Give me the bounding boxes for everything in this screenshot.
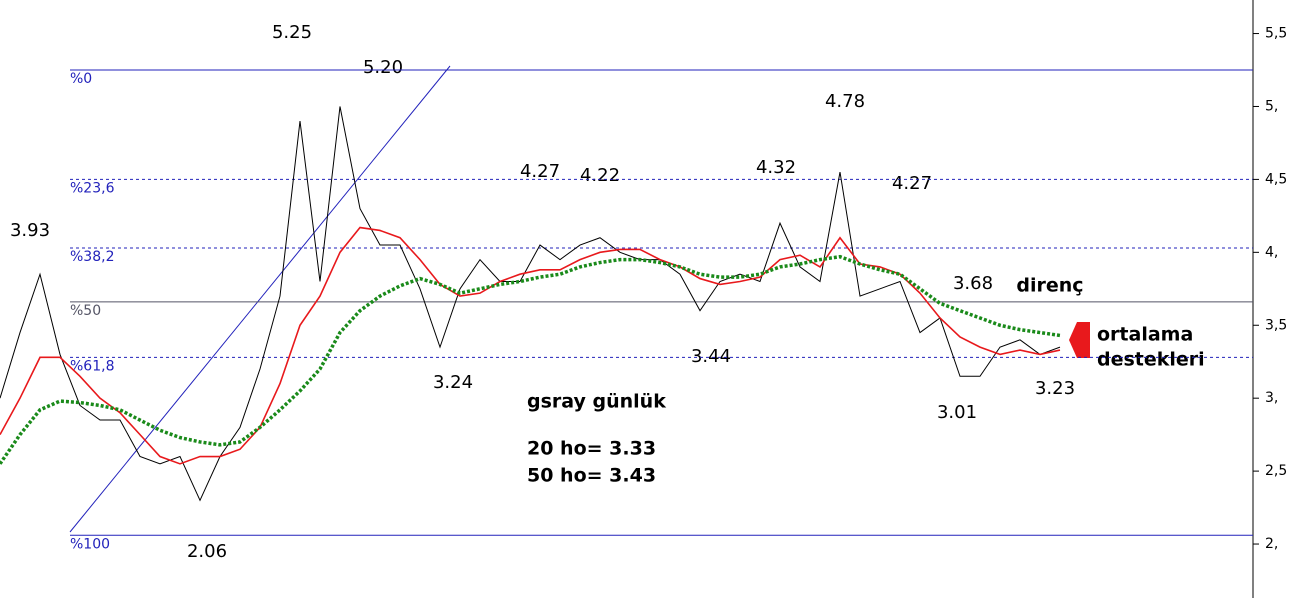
annotation: 3.68 xyxy=(953,273,993,294)
fib-label: %38,2 xyxy=(70,249,114,265)
annotation: 3.24 xyxy=(433,372,473,393)
annotation: 4.27 xyxy=(892,173,932,194)
annotation: 2.06 xyxy=(187,541,227,562)
y-tick-label: 3,5 xyxy=(1265,317,1287,333)
annotation: ortalama xyxy=(1097,324,1193,346)
annotation: 4.78 xyxy=(825,91,865,112)
annotation: 5.20 xyxy=(363,57,403,78)
fib-label: %0 xyxy=(70,71,92,87)
annotation: destekleri xyxy=(1097,349,1205,371)
y-tick-label: 5, xyxy=(1265,98,1278,114)
y-tick-label: 2,5 xyxy=(1265,463,1287,479)
annotation: 4.22 xyxy=(580,165,620,186)
annotation: 50 ho= 3.43 xyxy=(527,465,656,487)
y-tick-label: 4,5 xyxy=(1265,171,1287,187)
annotation: gsray günlük xyxy=(527,391,666,413)
y-tick-label: 2, xyxy=(1265,536,1278,552)
annotation: 3.93 xyxy=(10,220,50,241)
fib-label: %100 xyxy=(70,536,110,552)
fib-label: %23,6 xyxy=(70,180,115,196)
annotation: 20 ho= 3.33 xyxy=(527,438,656,460)
trend-line xyxy=(69,65,451,533)
y-tick-label: 4, xyxy=(1265,244,1278,260)
annotation: 3.01 xyxy=(937,402,977,423)
annotation: direnç xyxy=(1016,275,1083,297)
fib-label: %50 xyxy=(70,303,101,319)
fib-label: %61,8 xyxy=(70,358,114,374)
y-tick-label: 3, xyxy=(1265,390,1278,406)
y-tick-label: 5,5 xyxy=(1265,26,1287,42)
series-line xyxy=(0,226,1061,465)
annotation: 3.23 xyxy=(1035,378,1075,399)
annotation: 5.25 xyxy=(272,22,312,43)
annotation: 4.27 xyxy=(520,161,560,182)
annotation: 4.32 xyxy=(756,157,796,178)
series-line xyxy=(0,254,1061,465)
annotation: 3.44 xyxy=(691,346,731,367)
arrow xyxy=(1069,322,1090,358)
series-line xyxy=(0,106,1061,502)
